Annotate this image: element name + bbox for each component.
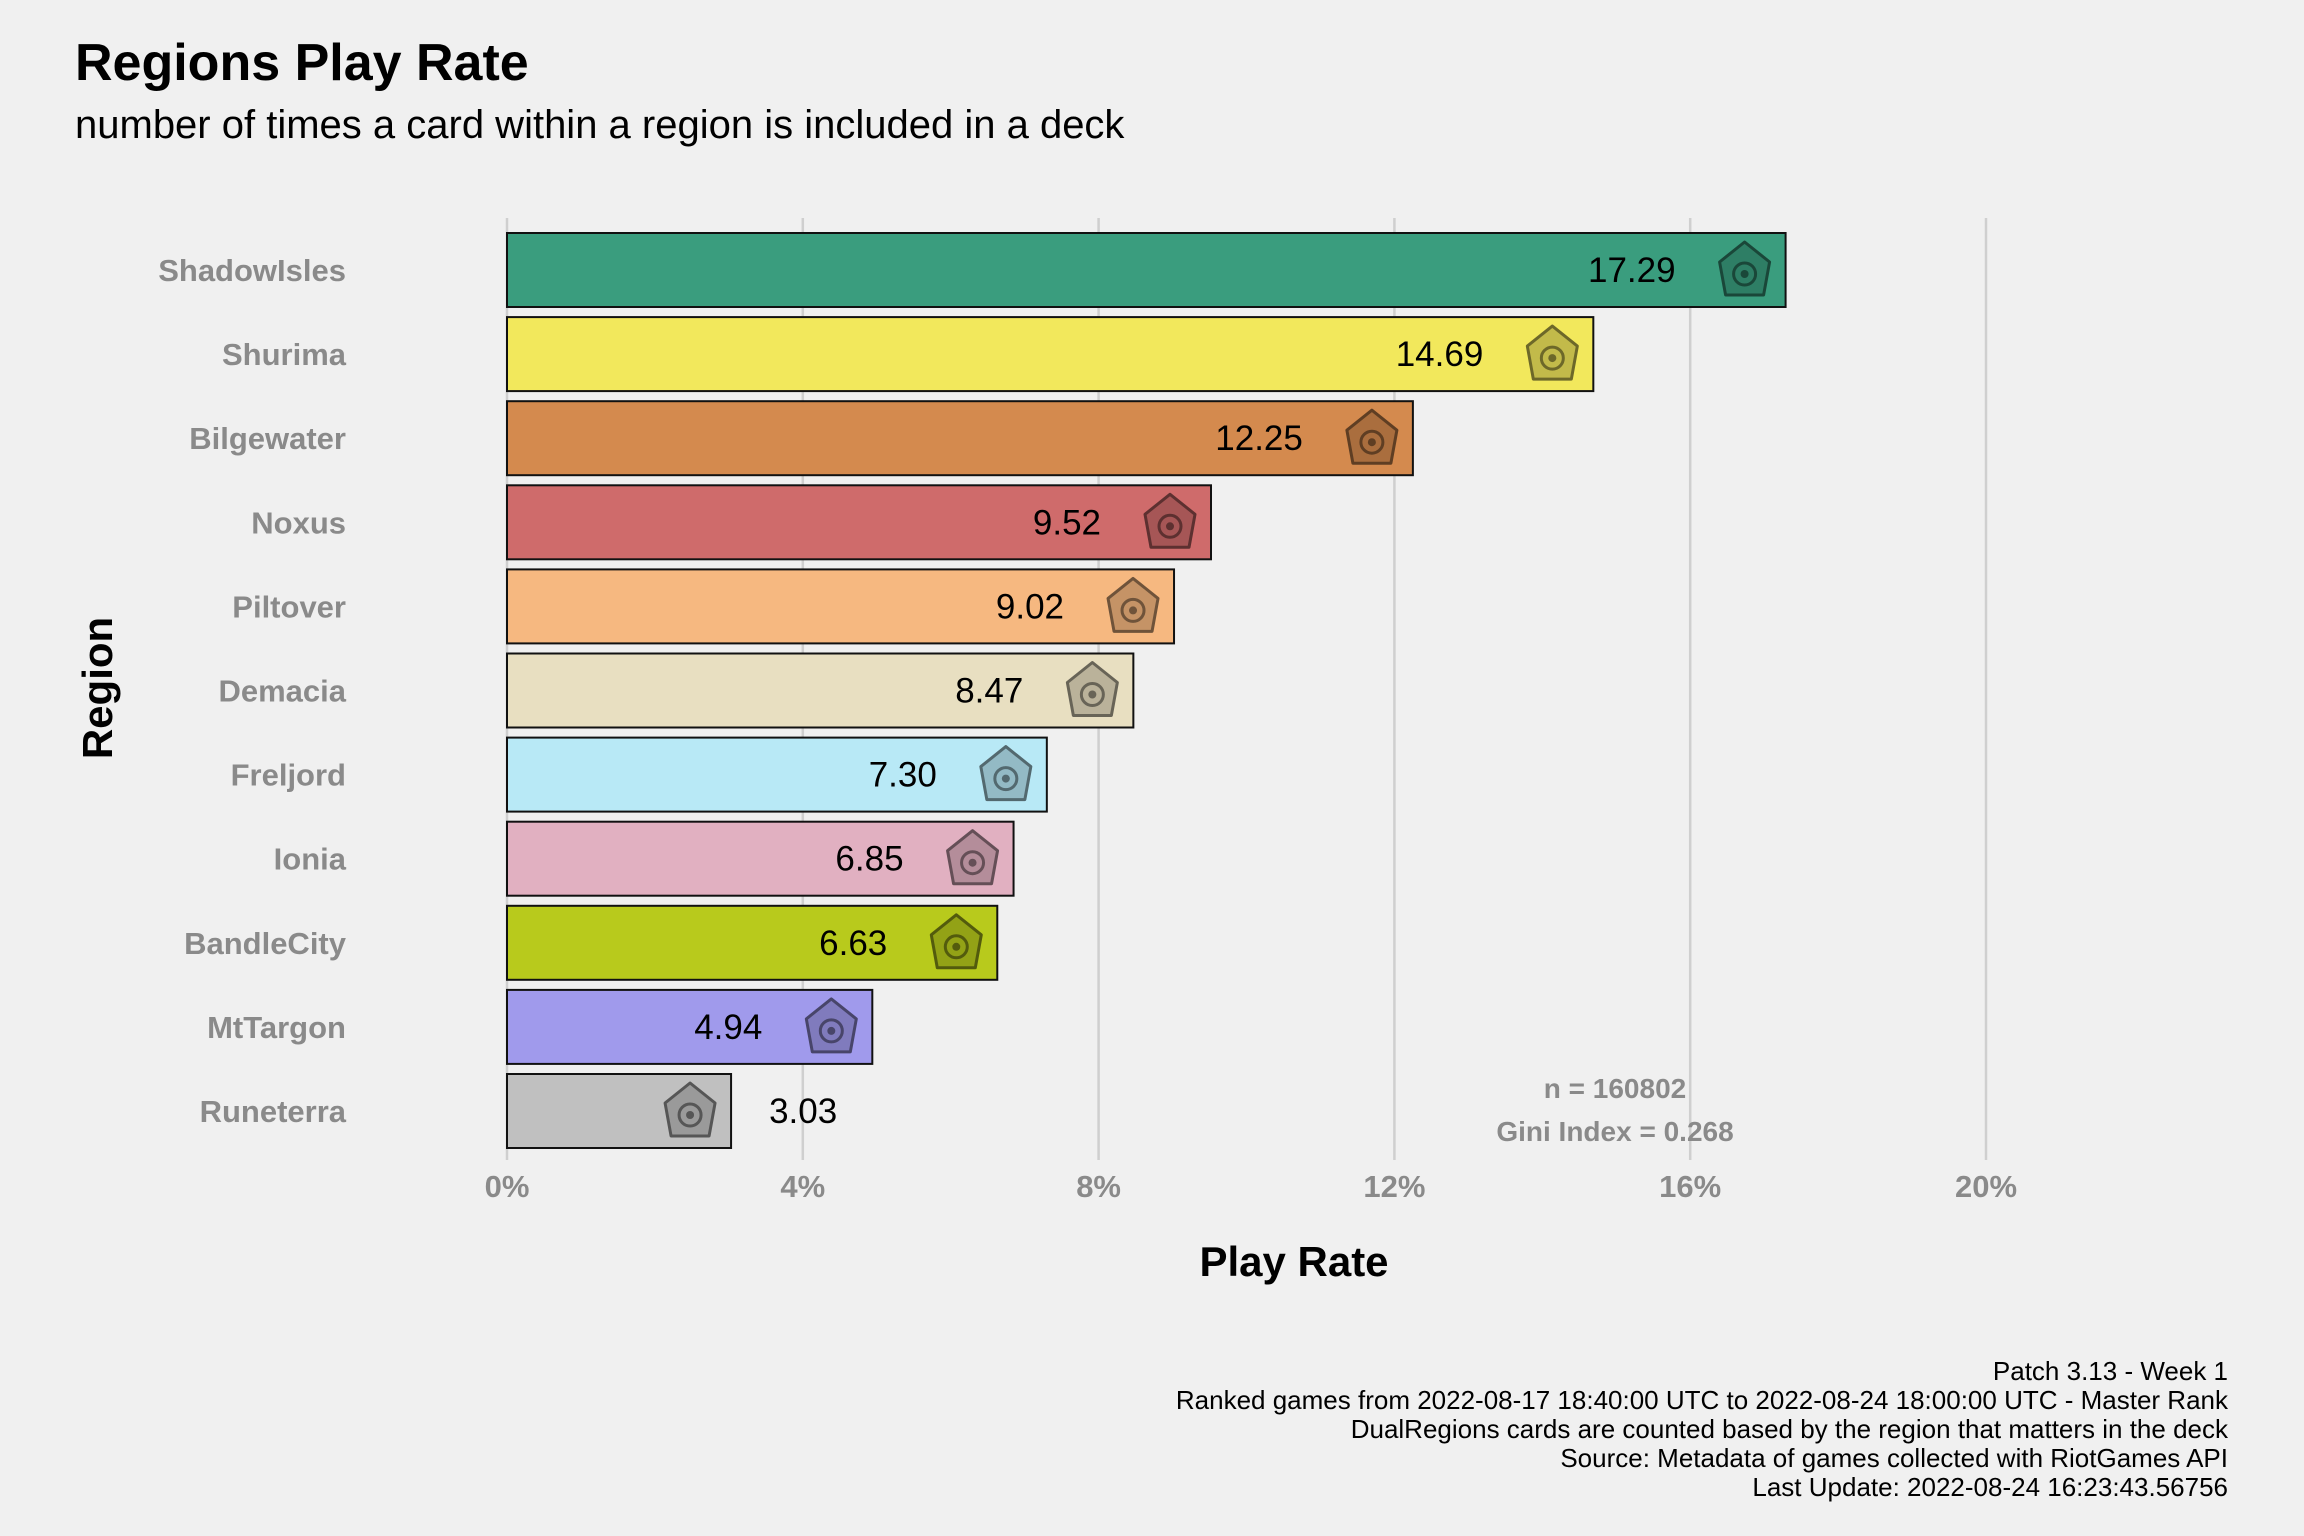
bar-value-label: 6.85 [835,840,903,879]
bilgewater-icon [1345,408,1399,465]
y-tick-label: MtTargon [207,1010,346,1045]
x-tick-label: 12% [1363,1169,1425,1204]
y-tick-label: Piltover [232,589,346,624]
chart-subtitle: number of times a card within a region i… [75,103,1125,147]
caption-line: DualRegions cards are counted based by t… [1351,1414,2229,1444]
bar [506,820,1015,897]
bar-value-label: 17.29 [1588,251,1676,290]
piltover-icon [1106,576,1160,633]
runeterra-icon [663,1081,717,1138]
y-tick-label: Bilgewater [189,421,346,456]
x-axis-title: Play Rate [1199,1238,1388,1285]
demacia-icon [1065,661,1119,717]
bandle-city-icon [929,913,983,970]
bar [506,232,1787,308]
y-tick-label: Freljord [231,758,346,793]
caption-line: Patch 3.13 - Week 1 [1993,1356,2228,1386]
bar-value-label: 9.52 [1033,503,1101,542]
noxus-icon [1143,492,1197,549]
ionia-icon [946,829,1000,886]
shurima-icon [1525,324,1579,381]
bar [506,316,1595,393]
y-tick-labels: ShadowIsles Shurima Bilgewater Noxus Piltove… [158,253,347,1129]
caption-line: Ranked games from 2022-08-17 18:40:00 UT… [1176,1385,2229,1415]
mt-targon-icon [804,997,858,1054]
y-tick-label: Shurima [222,337,347,372]
y-axis-title: Region [74,617,121,759]
bar-value-label: 7.30 [869,756,937,795]
caption: Patch 3.13 - Week 1 Ranked games from 20… [1176,1356,2229,1502]
bar-value-label: 3.03 [769,1092,837,1131]
bar-value-label: 12.25 [1215,419,1303,458]
y-tick-label: Noxus [251,505,346,540]
chart-title: Regions Play Rate [75,34,529,92]
bar [506,484,1213,561]
y-tick-label: ShadowIsles [158,253,346,288]
freljord-icon [979,745,1033,802]
shadow-isles-icon [1718,240,1772,297]
y-tick-label: Demacia [218,674,346,709]
x-tick-label: 16% [1659,1169,1721,1204]
x-tick-label: 8% [1076,1169,1121,1204]
bar-value-label: 8.47 [955,672,1023,711]
bar-value-label: 9.02 [996,587,1064,626]
bars: 17.29 14.69 12.25 9.52 9.02 8.47 7.30 6.85 6.63 4… [506,232,1787,1149]
bar-value-label: 4.94 [694,1008,762,1047]
sample-size-annotation: n = 160802 [1544,1073,1686,1104]
x-tick-labels: 0% 4% 8% 12% 16% 20% [485,1169,2017,1204]
bar [506,652,1135,729]
x-tick-label: 4% [780,1169,825,1204]
gini-index-annotation: Gini Index = 0.268 [1496,1116,1733,1147]
y-tick-label: BandleCity [184,926,347,961]
x-tick-label: 0% [485,1169,530,1204]
y-tick-label: Runeterra [200,1094,347,1129]
caption-line: Last Update: 2022-08-24 16:23:43.56756 [1752,1472,2228,1502]
bar-value-label: 14.69 [1396,335,1484,374]
x-tick-label: 20% [1955,1169,2017,1204]
bar [506,568,1176,645]
bar [506,904,999,981]
bar-value-label: 6.63 [819,924,887,963]
bar [506,736,1048,813]
bar [506,400,1414,477]
y-tick-label: Ionia [274,842,347,877]
caption-line: Source: Metadata of games collected with… [1560,1443,2228,1473]
